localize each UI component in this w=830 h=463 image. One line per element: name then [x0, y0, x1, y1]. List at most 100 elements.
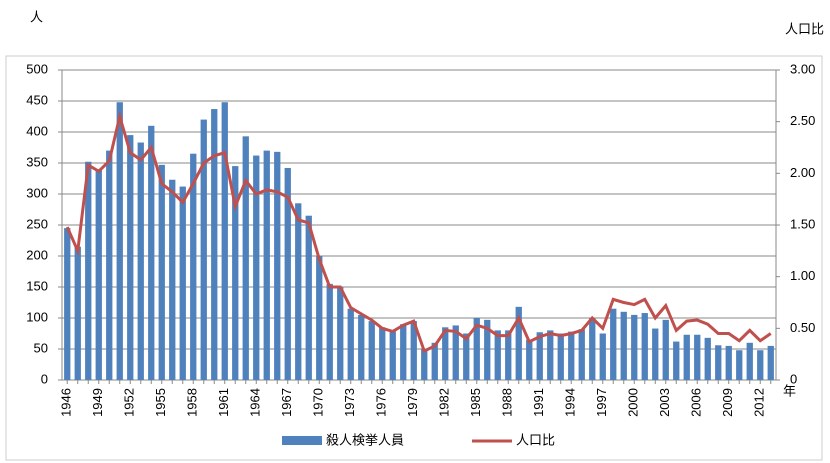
x-tick-label: 1946: [59, 388, 74, 417]
bar: [725, 345, 732, 380]
y2-tick-label: 2.00: [790, 165, 815, 180]
bar: [389, 330, 396, 380]
y-tick-label: 150: [26, 278, 48, 293]
legend-label: 殺人検挙人員: [326, 432, 404, 447]
y-tick-label: 200: [26, 247, 48, 262]
y-axis-label: 人: [30, 9, 43, 24]
bar: [179, 186, 186, 380]
legend-swatch: [282, 436, 322, 445]
bar: [169, 179, 176, 380]
bar: [683, 334, 690, 380]
bar: [505, 330, 512, 380]
x-tick-label: 2012: [752, 388, 767, 417]
bar: [652, 328, 659, 380]
x-tick-label: 1979: [405, 388, 420, 417]
bar: [85, 161, 92, 380]
bar: [547, 330, 554, 380]
bar: [641, 313, 648, 380]
bar: [410, 321, 417, 380]
bar: [452, 325, 459, 380]
bar: [200, 119, 207, 380]
y-tick-label: 50: [34, 340, 48, 355]
x-tick-label: 1961: [216, 388, 231, 417]
bar: [620, 311, 627, 380]
bar: [736, 350, 743, 380]
bar: [263, 150, 270, 380]
bar: [316, 256, 323, 380]
x-tick-label: 2000: [626, 388, 641, 417]
bar: [221, 102, 228, 381]
bar: [494, 330, 501, 380]
bar: [526, 339, 533, 380]
x-tick-label: 1955: [153, 388, 168, 417]
x-tick-label: 1973: [342, 388, 357, 417]
x-tick-label: 1976: [374, 388, 389, 417]
bar: [694, 334, 701, 380]
x-axis-label: 年: [783, 383, 796, 398]
y-tick-label: 250: [26, 216, 48, 231]
x-tick-label: 1985: [468, 388, 483, 417]
line: [65, 110, 772, 354]
bar: [400, 324, 407, 380]
x-tick-label: 1988: [500, 388, 515, 417]
x-tick-label: 1949: [90, 388, 105, 417]
y2-tick-label: 3.00: [790, 61, 815, 76]
bar: [137, 142, 144, 380]
bar: [515, 306, 522, 380]
bar: [536, 332, 543, 380]
bar: [284, 167, 291, 380]
bar: [148, 125, 155, 380]
bar: [589, 318, 596, 380]
bar: [274, 151, 281, 380]
y-tick-label: 300: [26, 185, 48, 200]
bar: [662, 319, 669, 380]
bar: [599, 333, 606, 380]
bar: [106, 150, 113, 380]
x-tick-label: 1967: [279, 388, 294, 417]
bar: [190, 153, 197, 380]
x-tick-label: 1958: [185, 388, 200, 417]
bar: [421, 349, 428, 380]
x-tick-label: 2009: [720, 388, 735, 417]
bar: [337, 287, 344, 380]
bar: [116, 102, 123, 381]
bar: [568, 331, 575, 380]
x-tick-label: 1970: [311, 388, 326, 417]
bar: [473, 318, 480, 380]
bar: [746, 342, 753, 380]
bar: [242, 136, 249, 380]
bar: [484, 319, 491, 380]
bar: [358, 314, 365, 380]
bar: [253, 155, 260, 380]
bar: [463, 333, 470, 380]
bar: [767, 345, 774, 380]
bar: [368, 321, 375, 380]
bar: [158, 164, 165, 380]
bar: [379, 327, 386, 380]
x-tick-label: 2006: [689, 388, 704, 417]
x-tick-label: 1994: [563, 388, 578, 417]
y2-tick-label: 0.50: [790, 320, 815, 335]
bar: [610, 308, 617, 380]
bar: [557, 333, 564, 380]
x-tick-label: 1997: [594, 388, 609, 417]
y-tick-label: 500: [26, 61, 48, 76]
chart-frame: [5, 55, 823, 461]
x-tick-label: 1982: [437, 388, 452, 417]
y2-tick-label: 1.00: [790, 268, 815, 283]
bar: [442, 327, 449, 380]
y-tick-label: 350: [26, 154, 48, 169]
bar: [631, 314, 638, 380]
bar: [578, 329, 585, 380]
bar: [347, 308, 354, 380]
bar: [211, 109, 218, 380]
y-tick-label: 0: [41, 371, 48, 386]
bar: [295, 203, 302, 380]
x-tick-label: 2003: [657, 388, 672, 417]
bar: [74, 246, 81, 380]
bar: [305, 215, 312, 380]
bar: [326, 283, 333, 380]
x-tick-label: 1964: [248, 388, 263, 417]
bar: [232, 166, 239, 380]
y-tick-label: 450: [26, 92, 48, 107]
